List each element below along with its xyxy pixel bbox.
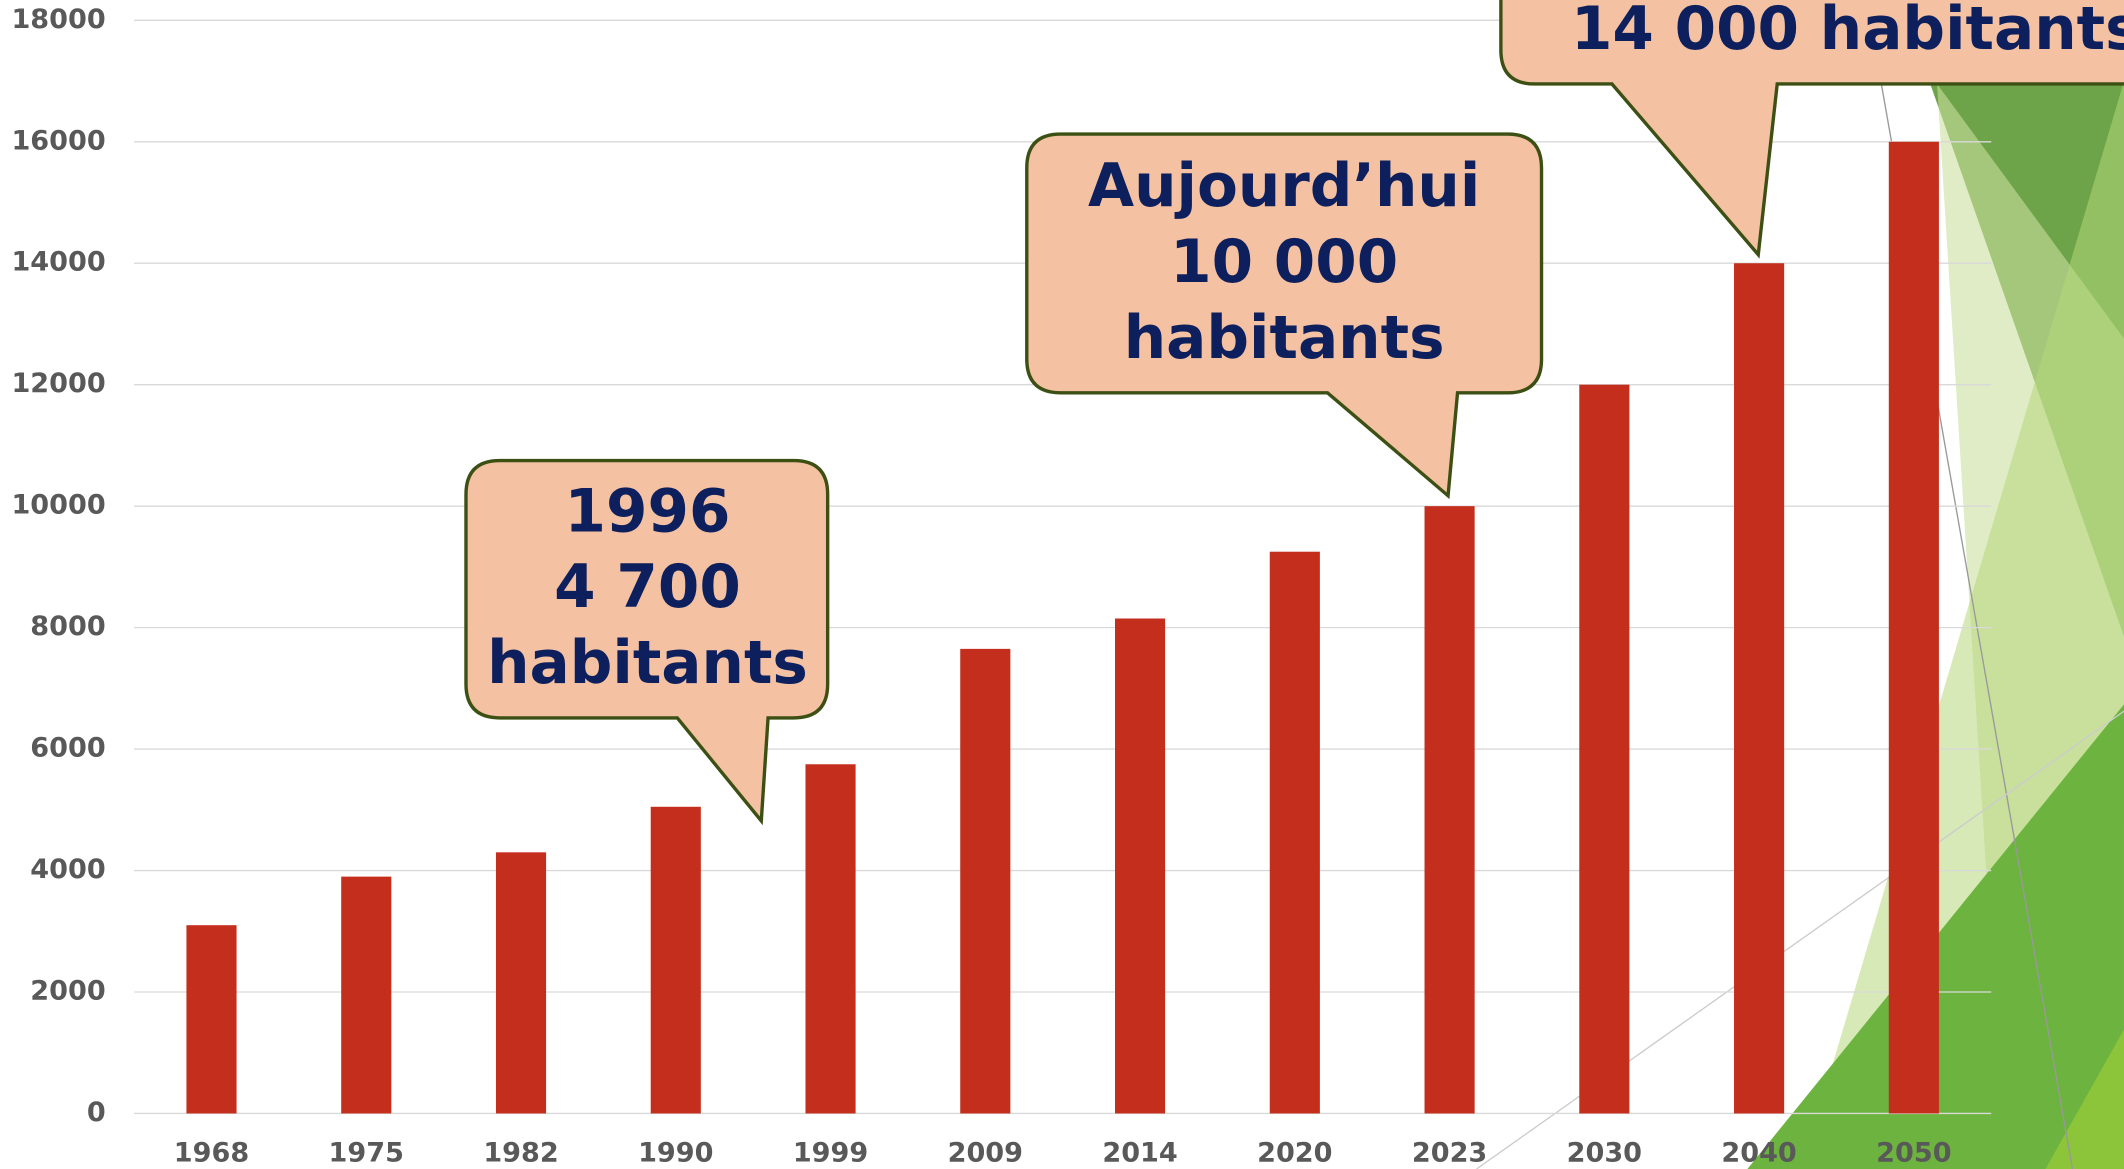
y-tick-label: 2000	[30, 976, 105, 1007]
bar	[650, 806, 701, 1114]
annotation: habitants	[487, 629, 808, 698]
bar	[1269, 551, 1320, 1114]
y-tick-label: 6000	[30, 733, 105, 764]
bar	[1734, 263, 1785, 1114]
callout	[1025, 132, 1544, 500]
x-tick-label: 2014	[1102, 1138, 1177, 1169]
x-tick-label: 2020	[1257, 1138, 1332, 1169]
y-tick-label: 8000	[30, 611, 105, 642]
x-tick-label: 2040	[1721, 1138, 1796, 1169]
y-tick-label: 18000	[11, 4, 105, 35]
annotation: 4 700	[554, 553, 741, 622]
x-tick-label: 2050	[1876, 1138, 1951, 1169]
annotation: habitants	[1124, 304, 1445, 373]
bar	[1424, 506, 1475, 1114]
annotation: Aujourd’hui	[1088, 152, 1480, 221]
bar	[186, 925, 237, 1114]
x-tick-label: 1990	[638, 1138, 713, 1169]
y-tick-label: 16000	[11, 125, 105, 156]
x-tick-label: 1968	[174, 1138, 249, 1169]
bar	[1114, 618, 1166, 1114]
x-tick-label: 1975	[329, 1138, 404, 1169]
x-tick-label: 1982	[483, 1138, 558, 1169]
annotation: 14 000 habitants	[1571, 0, 2124, 64]
x-tick-label: 2023	[1412, 1138, 1487, 1169]
annotation: 1996	[565, 477, 731, 546]
callout	[1499, 0, 2124, 259]
y-tick-label: 0	[87, 1097, 106, 1128]
bar	[960, 648, 1011, 1114]
y-tick-label: 10000	[11, 490, 105, 521]
bar	[805, 764, 856, 1114]
bar	[1579, 384, 1630, 1114]
x-tick-label: 2030	[1567, 1138, 1642, 1169]
y-tick-label: 14000	[11, 247, 105, 278]
decoration	[1476, 54, 2124, 1169]
bar	[495, 852, 547, 1114]
y-tick-label: 4000	[30, 854, 105, 885]
bar	[1888, 141, 1939, 1114]
x-tick-label: 1999	[793, 1138, 868, 1169]
callout	[464, 458, 830, 826]
bar	[341, 876, 392, 1114]
x-tick-label: 2009	[948, 1138, 1023, 1169]
y-tick-label: 12000	[11, 368, 105, 399]
annotation: 10 000	[1170, 228, 1398, 297]
